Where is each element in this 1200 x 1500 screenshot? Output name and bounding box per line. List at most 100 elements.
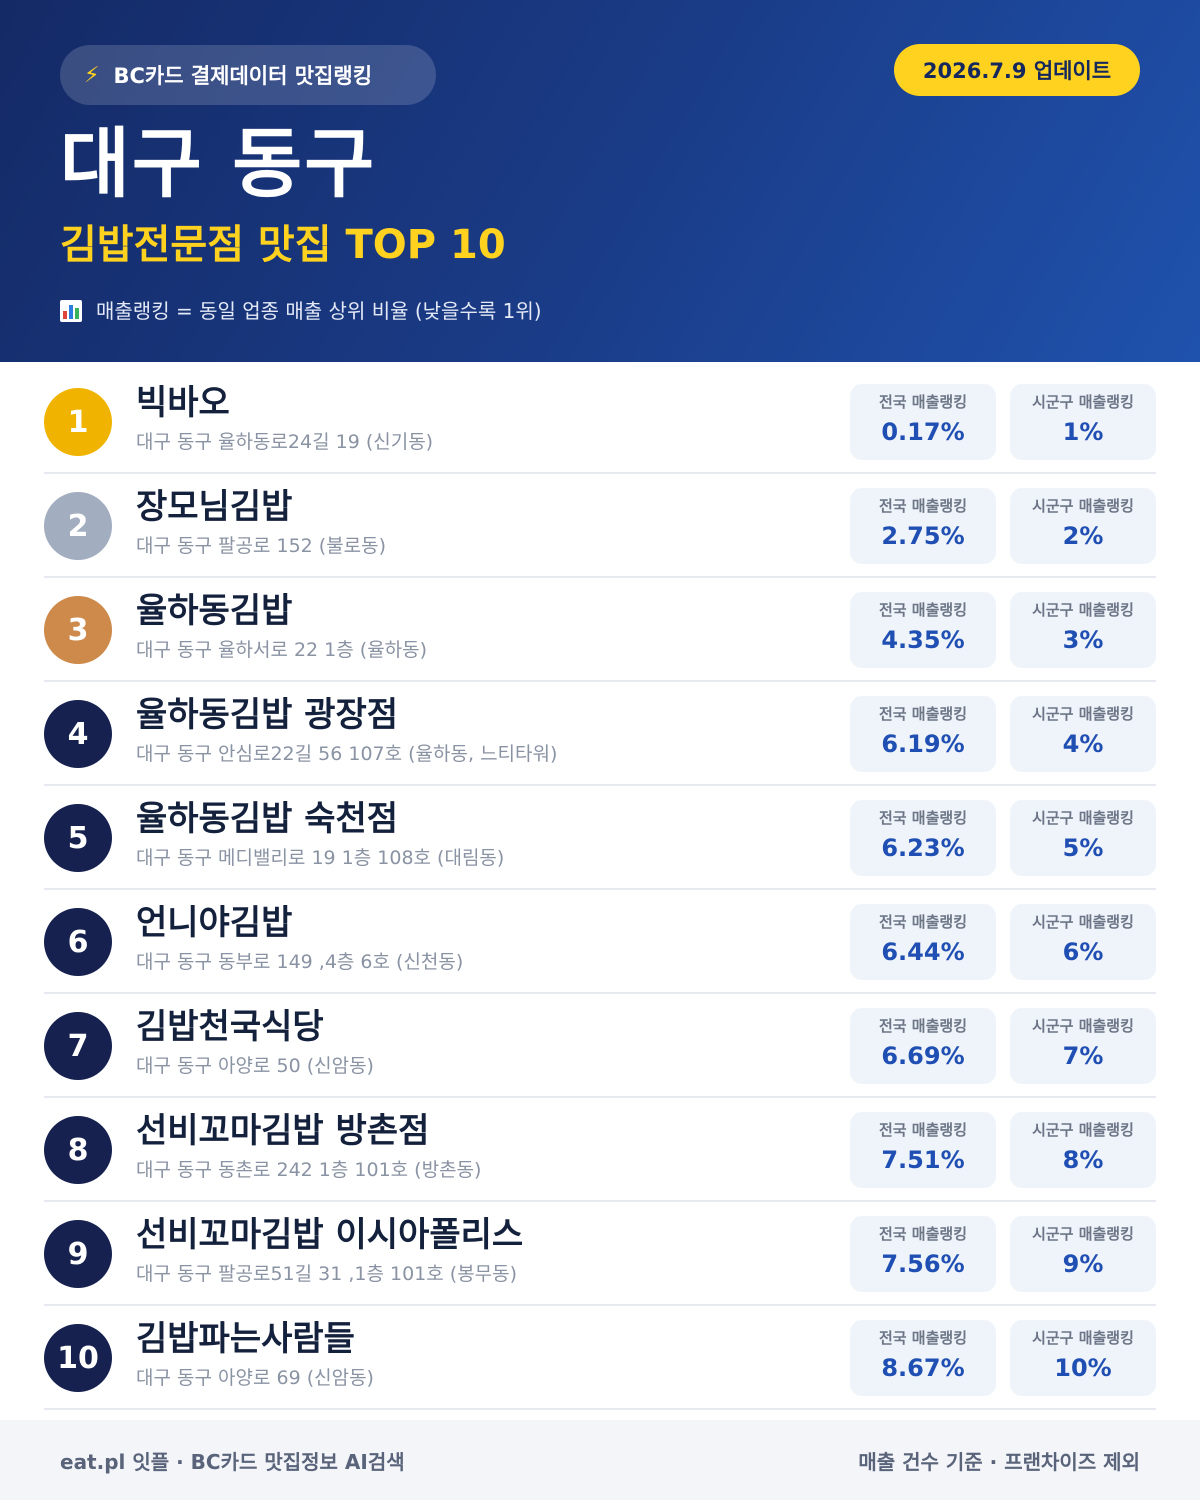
local-rank-label: 시군구 매출랭킹 — [1032, 913, 1134, 931]
restaurant-row[interactable]: 10 김밥파는사람들 대구 동구 아양로 69 (신암동) 전국 매출랭킹 8.67% 시… — [44, 1306, 1156, 1410]
restaurant-address: 대구 동구 안심로22길 56 107호 (율하동, 느티타워) — [136, 743, 558, 765]
restaurant-address: 대구 동구 동촌로 242 1층 101호 (방촌동) — [136, 1159, 482, 1181]
ranking-note-text: 매출랭킹 = 동일 업종 매출 상위 비율 (낮을수록 1위) — [96, 299, 542, 323]
national-rank-box: 전국 매출랭킹 4.35% — [850, 592, 996, 668]
local-rank-box: 시군구 매출랭킹 7% — [1010, 1008, 1156, 1084]
national-rank-label: 전국 매출랭킹 — [878, 1121, 968, 1139]
local-rank-value: 4% — [1062, 730, 1104, 758]
local-rank-label: 시군구 매출랭킹 — [1032, 809, 1134, 827]
local-rank-box: 시군구 매출랭킹 5% — [1010, 800, 1156, 876]
restaurant-name: 장모님김밥 — [136, 487, 293, 527]
rank-badge: 4 — [44, 700, 112, 768]
rank-badge: 9 — [44, 1220, 112, 1288]
local-rank-box: 시군구 매출랭킹 6% — [1010, 904, 1156, 980]
restaurant-address: 대구 동구 율하동로24길 19 (신기동) — [136, 431, 434, 453]
local-rank-label: 시군구 매출랭킹 — [1032, 1225, 1134, 1243]
national-rank-label: 전국 매출랭킹 — [878, 1329, 968, 1347]
national-rank-value: 6.69% — [881, 1042, 965, 1070]
restaurant-row[interactable]: 5 율하동김밥 숙천점 대구 동구 메디밸리로 19 1층 108호 (대림동) 전국… — [44, 786, 1156, 890]
national-rank-label: 전국 매출랭킹 — [878, 1225, 968, 1243]
local-rank-box: 시군구 매출랭킹 10% — [1010, 1320, 1156, 1396]
restaurant-address: 대구 동구 팔공로 152 (불로동) — [136, 535, 387, 557]
restaurant-name: 선비꼬마김밥 방촌점 — [136, 1111, 430, 1151]
local-rank-box: 시군구 매출랭킹 3% — [1010, 592, 1156, 668]
national-rank-box: 전국 매출랭킹 6.23% — [850, 800, 996, 876]
update-date-badge: 2026.7.9 업데이트 — [894, 44, 1140, 96]
national-rank-label: 전국 매출랭킹 — [878, 497, 968, 515]
restaurant-address: 대구 동구 팔공로51길 31 ,1층 101호 (봉무동) — [136, 1263, 518, 1285]
national-rank-label: 전국 매출랭킹 — [878, 913, 968, 931]
national-rank-value: 6.19% — [881, 730, 965, 758]
header-banner: ⚡ BC카드 결제데이터 맛집랭킹 2026.7.9 업데이트 대구 동구 김밥… — [0, 0, 1200, 362]
rank-badge: 3 — [44, 596, 112, 664]
page-subtitle: 김밥전문점 맛집 TOP 10 — [60, 222, 506, 268]
local-rank-value: 9% — [1062, 1250, 1104, 1278]
national-rank-box: 전국 매출랭킹 6.44% — [850, 904, 996, 980]
local-rank-box: 시군구 매출랭킹 2% — [1010, 488, 1156, 564]
restaurant-row[interactable]: 9 선비꼬마김밥 이시아폴리스 대구 동구 팔공로51길 31 ,1층 101호 (… — [44, 1202, 1156, 1306]
rank-badge: 8 — [44, 1116, 112, 1184]
national-rank-value: 7.56% — [881, 1250, 965, 1278]
local-rank-label: 시군구 매출랭킹 — [1032, 1017, 1134, 1035]
restaurant-name: 율하동김밥 숙천점 — [136, 799, 399, 839]
restaurant-name: 김밥파는사람들 — [136, 1319, 355, 1359]
local-rank-label: 시군구 매출랭킹 — [1032, 601, 1134, 619]
local-rank-box: 시군구 매출랭킹 4% — [1010, 696, 1156, 772]
local-rank-value: 5% — [1062, 834, 1104, 862]
local-rank-box: 시군구 매출랭킹 8% — [1010, 1112, 1156, 1188]
national-rank-box: 전국 매출랭킹 6.69% — [850, 1008, 996, 1084]
rank-badge: 7 — [44, 1012, 112, 1080]
page-title: 대구 동구 — [60, 119, 377, 208]
restaurant-name: 언니야김밥 — [136, 903, 293, 943]
restaurant-address: 대구 동구 메디밸리로 19 1층 108호 (대림동) — [136, 847, 505, 869]
national-rank-value: 6.23% — [881, 834, 965, 862]
footer: eat.pl 잇플 · BC카드 맛집정보 AI검색 매출 건수 기준 · 프랜… — [0, 1420, 1200, 1500]
restaurant-address: 대구 동구 아양로 50 (신암동) — [136, 1055, 374, 1077]
restaurant-address: 대구 동구 아양로 69 (신암동) — [136, 1367, 374, 1389]
source-badge: ⚡ BC카드 결제데이터 맛집랭킹 — [60, 45, 436, 105]
national-rank-box: 전국 매출랭킹 7.51% — [850, 1112, 996, 1188]
national-rank-box: 전국 매출랭킹 8.67% — [850, 1320, 996, 1396]
national-rank-box: 전국 매출랭킹 0.17% — [850, 384, 996, 460]
national-rank-label: 전국 매출랭킹 — [878, 1017, 968, 1035]
local-rank-box: 시군구 매출랭킹 9% — [1010, 1216, 1156, 1292]
restaurant-name: 율하동김밥 — [136, 591, 293, 631]
restaurant-row[interactable]: 2 장모님김밥 대구 동구 팔공로 152 (불로동) 전국 매출랭킹 2.75% 시군구… — [44, 474, 1156, 578]
local-rank-value: 6% — [1062, 938, 1104, 966]
national-rank-label: 전국 매출랭킹 — [878, 705, 968, 723]
national-rank-value: 0.17% — [881, 418, 965, 446]
national-rank-value: 4.35% — [881, 626, 965, 654]
restaurant-name: 김밥천국식당 — [136, 1007, 324, 1047]
local-rank-label: 시군구 매출랭킹 — [1032, 393, 1134, 411]
local-rank-value: 3% — [1062, 626, 1104, 654]
national-rank-value: 7.51% — [881, 1146, 965, 1174]
national-rank-label: 전국 매출랭킹 — [878, 393, 968, 411]
local-rank-label: 시군구 매출랭킹 — [1032, 1329, 1134, 1347]
national-rank-value: 6.44% — [881, 938, 965, 966]
local-rank-value: 8% — [1062, 1146, 1104, 1174]
local-rank-value: 2% — [1062, 522, 1104, 550]
local-rank-value: 10% — [1054, 1354, 1112, 1382]
national-rank-box: 전국 매출랭킹 6.19% — [850, 696, 996, 772]
rank-badge: 6 — [44, 908, 112, 976]
local-rank-value: 7% — [1062, 1042, 1104, 1070]
rank-badge: 1 — [44, 388, 112, 456]
footer-source: eat.pl 잇플 · BC카드 맛집정보 AI검색 — [60, 1449, 405, 1474]
restaurant-name: 빅바오 — [136, 383, 230, 423]
national-rank-box: 전국 매출랭킹 2.75% — [850, 488, 996, 564]
restaurant-address: 대구 동구 동부로 149 ,4층 6호 (신천동) — [136, 951, 464, 973]
local-rank-label: 시군구 매출랭킹 — [1032, 705, 1134, 723]
bar-chart-icon — [60, 300, 82, 322]
lightning-icon: ⚡ — [84, 62, 100, 88]
restaurant-address: 대구 동구 율하서로 22 1층 (율하동) — [136, 639, 428, 661]
restaurant-row[interactable]: 4 율하동김밥 광장점 대구 동구 안심로22길 56 107호 (율하동, 느티타… — [44, 682, 1156, 786]
national-rank-value: 8.67% — [881, 1354, 965, 1382]
local-rank-value: 1% — [1062, 418, 1104, 446]
footer-criteria: 매출 건수 기준 · 프랜차이즈 제외 — [858, 1449, 1140, 1474]
